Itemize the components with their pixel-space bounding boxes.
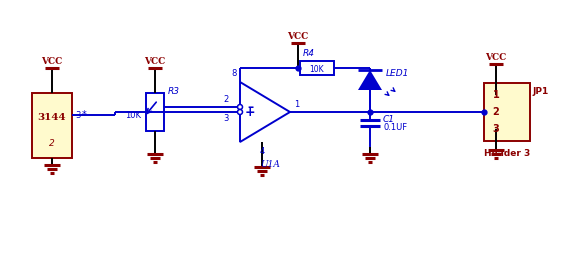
Text: 3144: 3144 (38, 113, 66, 121)
Text: +: + (245, 106, 255, 119)
Text: *: * (82, 110, 87, 120)
Text: VCC: VCC (144, 56, 166, 66)
Text: R3: R3 (168, 88, 180, 96)
Text: C1: C1 (383, 115, 395, 125)
Text: 10K: 10K (125, 110, 141, 120)
Bar (484, 83, 530, 141)
Text: 1: 1 (294, 100, 299, 109)
Circle shape (237, 109, 243, 114)
Text: 2: 2 (224, 95, 229, 104)
Text: LED1: LED1 (386, 68, 410, 77)
Circle shape (237, 105, 243, 109)
Text: 2: 2 (49, 139, 55, 147)
Polygon shape (240, 82, 290, 142)
Text: 2: 2 (493, 107, 499, 117)
Bar (146, 93, 164, 131)
Text: 8: 8 (231, 69, 237, 78)
Text: 10K: 10K (309, 64, 324, 74)
Text: 3: 3 (224, 114, 229, 123)
Text: Header 3: Header 3 (484, 149, 530, 158)
Text: VCC: VCC (485, 53, 507, 62)
Bar (300, 61, 334, 75)
Text: 3: 3 (493, 124, 499, 134)
Text: 4: 4 (260, 147, 265, 156)
Bar (32, 93, 72, 158)
Text: 1: 1 (493, 90, 499, 100)
Text: 0.1UF: 0.1UF (383, 124, 407, 133)
Text: JP1: JP1 (532, 88, 548, 96)
Text: –: – (247, 101, 253, 114)
Text: 3: 3 (75, 110, 80, 120)
Text: U1A: U1A (260, 160, 280, 169)
Polygon shape (358, 70, 382, 90)
Text: VCC: VCC (42, 56, 63, 66)
Text: R4: R4 (303, 49, 315, 58)
Text: VCC: VCC (287, 32, 309, 41)
